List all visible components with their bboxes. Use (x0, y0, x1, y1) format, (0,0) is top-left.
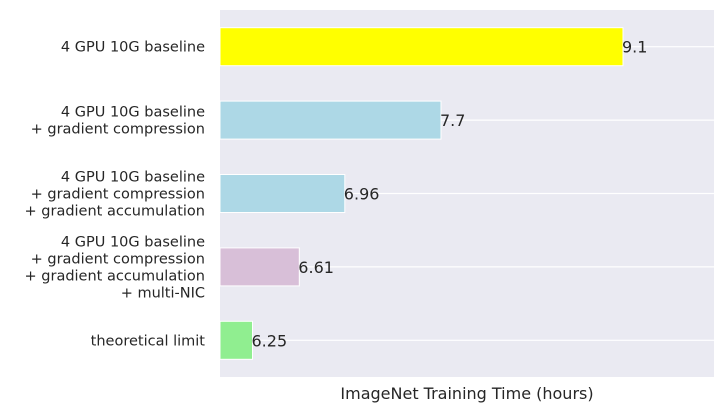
bar (219, 247, 300, 287)
y-tick-label-line: theoretical limit (91, 333, 206, 349)
value-labels: 9.1 7.7 6.96 6.61 6.25 (252, 38, 648, 351)
bar-value-label: 9.1 (622, 38, 647, 57)
y-tick-label-line: 4 GPU 10G baseline (61, 234, 205, 250)
bar-value-label: 6.96 (344, 185, 380, 204)
y-tick-label-line: 4 GPU 10G baseline (61, 170, 205, 186)
y-tick-label-line: + multi-NIC (121, 285, 205, 301)
y-tick-label-line: + gradient compression (31, 187, 205, 203)
y-tick-label: 4 GPU 10G baseline + gradient compression (31, 105, 205, 138)
y-tick-label-line: + gradient compression (31, 251, 205, 267)
y-tick-label-line: + gradient compression (31, 122, 205, 138)
bar (219, 174, 346, 213)
bar (219, 27, 624, 67)
y-tick-label: 4 GPU 10G baseline (61, 40, 205, 56)
bar-value-label: 7.7 (440, 111, 465, 130)
y-tick-label: 4 GPU 10G baseline + gradient compression… (25, 170, 206, 220)
y-tick-label-line: + gradient accumulation (25, 204, 205, 220)
y-tick-label-line: 4 GPU 10G baseline (61, 40, 205, 56)
y-tick-label-line: 4 GPU 10G baseline (61, 105, 205, 121)
y-tick-label-line: + gradient accumulation (25, 268, 205, 284)
bars (219, 27, 624, 360)
bar (219, 100, 442, 140)
x-axis-label: ImageNet Training Time (hours) (340, 384, 593, 403)
bar-value-label: 6.25 (252, 331, 288, 350)
y-tick-label: theoretical limit (91, 333, 206, 349)
bar-value-label: 6.61 (298, 258, 334, 277)
bar (219, 320, 253, 360)
y-tick-label: 4 GPU 10G baseline + gradient compression… (25, 234, 206, 301)
